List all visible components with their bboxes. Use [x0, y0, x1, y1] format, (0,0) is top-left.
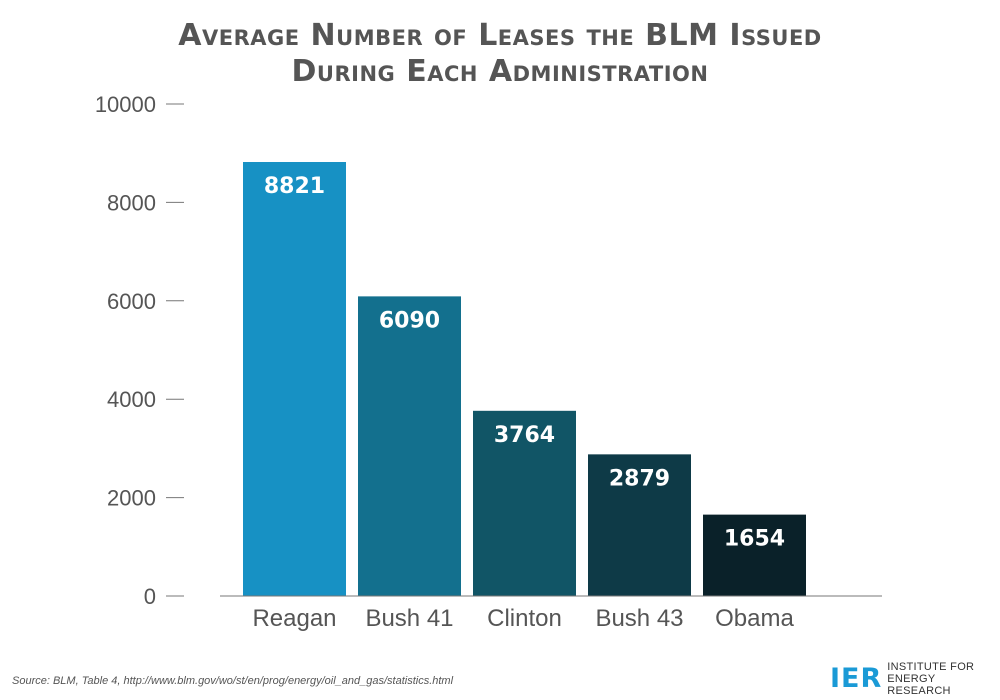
- chart-title-line-2: During Each Administration: [291, 54, 709, 89]
- bars: 8821 6090 3764 2879 1654: [243, 162, 806, 596]
- bar-value-label: 1654: [724, 527, 785, 552]
- y-tick-label: 6000: [107, 289, 156, 314]
- chart-title: Average Number of Leases the BLM Issued …: [0, 18, 1000, 90]
- x-category-label: Bush 41: [365, 605, 453, 632]
- bar-bush-41: [358, 296, 461, 596]
- bar-value-label: 6090: [379, 308, 440, 333]
- logo-text: INSTITUTE FOR ENERGY RESEARCH: [887, 661, 1000, 697]
- bar-value-label: 3764: [494, 423, 555, 448]
- chart-title-line-1: Average Number of Leases the BLM Issued: [178, 18, 822, 53]
- bar-bush-43: [588, 454, 691, 596]
- y-tick-label: 2000: [107, 486, 156, 511]
- x-category-label: Obama: [715, 605, 794, 632]
- logo-mark: IER: [830, 663, 883, 694]
- y-tick-label: 10000: [95, 92, 156, 117]
- bar-reagan: [243, 162, 346, 596]
- x-axis-labels: Reagan Bush 41 Clinton Bush 43 Obama: [252, 605, 794, 632]
- x-category-label: Clinton: [487, 605, 562, 632]
- logo-text-line-2: ENERGY RESEARCH: [887, 673, 951, 697]
- x-category-label: Reagan: [252, 605, 336, 632]
- bar-value-label: 8821: [264, 174, 325, 199]
- ier-logo: IER INSTITUTE FOR ENERGY RESEARCH: [830, 661, 1000, 697]
- y-tick-label: 0: [144, 584, 156, 609]
- bar-obama: [703, 514, 806, 596]
- y-tick-label: 4000: [107, 387, 156, 412]
- logo-text-line-1: INSTITUTE FOR: [887, 661, 975, 673]
- y-tick-label: 8000: [107, 190, 156, 215]
- bar-clinton: [473, 410, 576, 596]
- bar-value-label: 2879: [609, 466, 670, 491]
- x-category-label: Bush 43: [595, 605, 683, 632]
- y-axis: 0 2000 4000 6000 8000 10000: [95, 92, 184, 609]
- source-note: Source: BLM, Table 4, http://www.blm.gov…: [12, 675, 454, 687]
